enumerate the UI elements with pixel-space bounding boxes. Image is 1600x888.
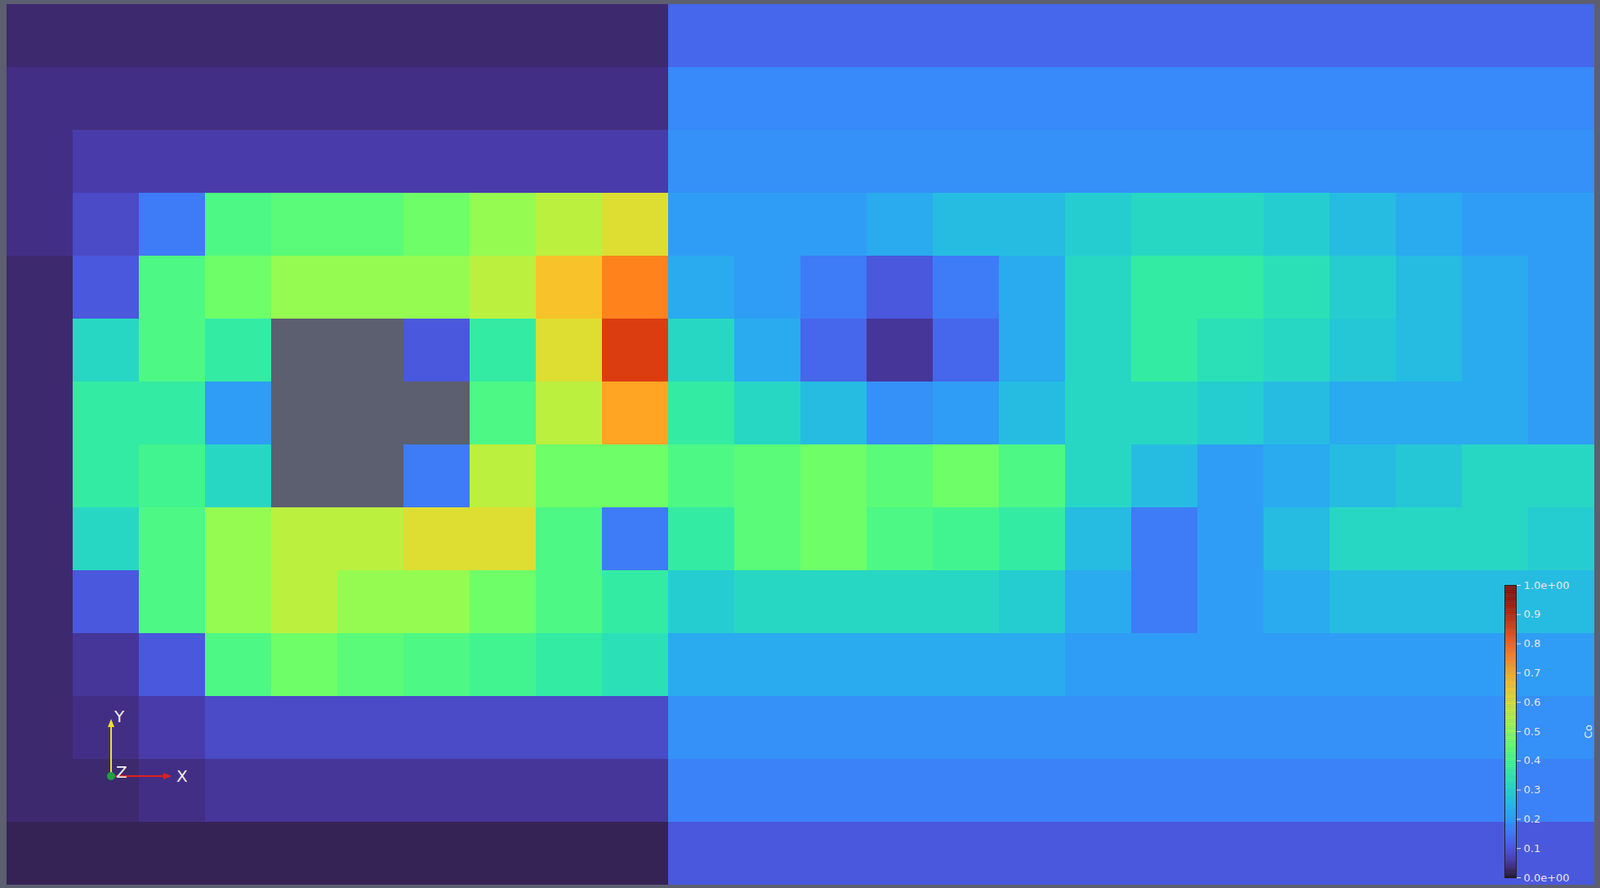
svg-text:0.9: 0.9 (1524, 607, 1542, 620)
svg-text:X: X (176, 766, 188, 786)
svg-text:1.0e+00: 1.0e+00 (1524, 579, 1570, 592)
svg-text:0.0e+00: 0.0e+00 (1524, 871, 1570, 884)
svg-text:0.7: 0.7 (1524, 666, 1542, 679)
svg-text:0.8: 0.8 (1524, 637, 1542, 650)
svg-text:0.2: 0.2 (1524, 812, 1542, 825)
svg-text:Z: Z (115, 762, 128, 782)
svg-text:0.3: 0.3 (1524, 783, 1542, 796)
svg-text:0.6: 0.6 (1524, 695, 1542, 709)
svg-text:0.1: 0.1 (1524, 842, 1542, 855)
svg-text:Y: Y (113, 706, 125, 727)
svg-text:0.4: 0.4 (1524, 753, 1542, 767)
svg-text:Co: Co (1582, 724, 1595, 739)
svg-text:0.5: 0.5 (1524, 725, 1542, 738)
